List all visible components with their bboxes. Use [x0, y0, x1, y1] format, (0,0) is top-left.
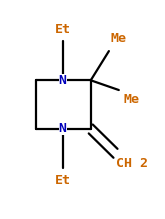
Text: N: N: [59, 74, 67, 87]
Text: CH 2: CH 2: [116, 157, 148, 170]
Text: Me: Me: [124, 93, 140, 106]
Text: Et: Et: [55, 23, 71, 36]
Text: Me: Me: [111, 32, 127, 45]
Text: Et: Et: [55, 174, 71, 187]
Text: N: N: [59, 122, 67, 136]
